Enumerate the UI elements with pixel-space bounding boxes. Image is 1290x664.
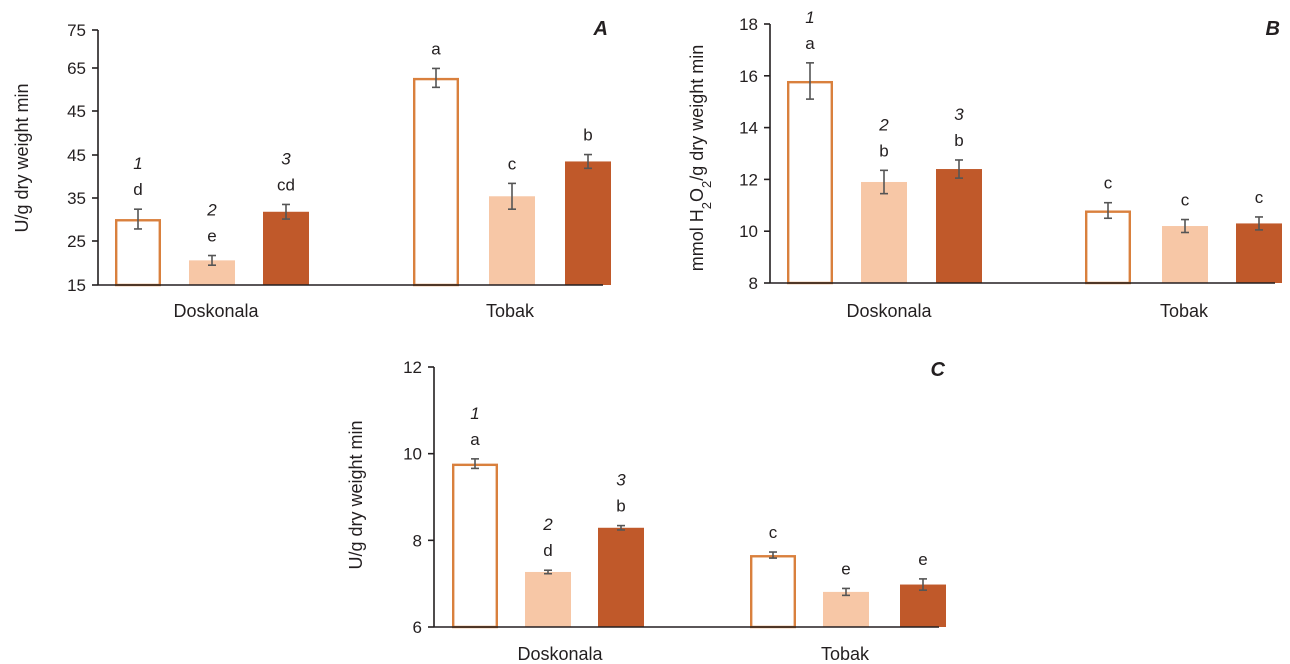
significance-label-a: cd bbox=[277, 175, 295, 194]
y-axis-label-a: U/g dry weight min bbox=[12, 83, 32, 232]
category-label-b: Tobak bbox=[1160, 301, 1209, 321]
bar-c bbox=[750, 555, 797, 629]
significance-label-b: c bbox=[1181, 191, 1190, 210]
bar-a bbox=[114, 219, 161, 287]
bar-b bbox=[787, 80, 834, 285]
bar-b bbox=[1236, 223, 1282, 283]
y-tick-label-b: 12 bbox=[739, 170, 758, 189]
bar-a bbox=[263, 211, 309, 285]
significance-label-b: a bbox=[805, 34, 815, 53]
y-tick-label-a: 45 bbox=[67, 146, 86, 165]
chart-panel-a: 15 25 35 45 45 65 75 U/g dry weight min A Doskona… bbox=[12, 18, 611, 321]
y-tick-label-b: 10 bbox=[739, 222, 758, 241]
bar-b bbox=[1162, 226, 1208, 283]
series-number-b: 1 bbox=[805, 8, 814, 27]
category-label-c: Tobak bbox=[821, 644, 870, 664]
significance-label-a: e bbox=[207, 227, 216, 246]
y-axis-label-part: 2 bbox=[699, 202, 714, 209]
y-tick-label-b: 8 bbox=[749, 274, 758, 293]
bar-c bbox=[823, 591, 869, 627]
y-tick-label-b: 16 bbox=[739, 67, 758, 86]
series-number-b: 2 bbox=[878, 115, 889, 134]
bar-b bbox=[1084, 210, 1131, 285]
y-tick-label-c: 8 bbox=[413, 531, 422, 550]
panel-letter-b: B bbox=[1266, 18, 1280, 40]
significance-label-c: e bbox=[918, 550, 927, 569]
significance-label-a: d bbox=[133, 180, 142, 199]
y-axis-label-b: mmol H2O2/g dry weight min bbox=[687, 45, 714, 272]
bar-a bbox=[413, 77, 460, 287]
y-tick-label-c: 12 bbox=[403, 358, 422, 377]
y-axis-label-part: O bbox=[687, 188, 707, 202]
panel-letter-a: A bbox=[593, 18, 608, 40]
series-number-b: 3 bbox=[954, 105, 964, 124]
significance-label-b: c bbox=[1104, 174, 1113, 193]
bar-b bbox=[936, 169, 982, 283]
category-label-b: Doskonala bbox=[846, 301, 932, 321]
significance-label-c: a bbox=[470, 430, 480, 449]
bar-c bbox=[452, 463, 499, 629]
y-tick-label-a: 15 bbox=[67, 276, 86, 295]
significance-label-c: b bbox=[616, 497, 625, 516]
bar-a bbox=[565, 161, 611, 285]
bar-a bbox=[489, 196, 535, 285]
y-axis-label-part: 2 bbox=[699, 181, 714, 188]
y-tick-label-b: 14 bbox=[739, 119, 758, 138]
significance-label-b: c bbox=[1255, 188, 1264, 207]
y-tick-label-a: 45 bbox=[67, 102, 86, 121]
significance-label-c: e bbox=[841, 559, 850, 578]
significance-label-c: c bbox=[769, 523, 778, 542]
y-tick-label-b: 18 bbox=[739, 15, 758, 34]
series-number-c: 3 bbox=[616, 471, 626, 490]
y-tick-label-c: 6 bbox=[413, 618, 422, 637]
category-label-a: Tobak bbox=[486, 301, 535, 321]
y-axis-label-part: /g dry weight min bbox=[687, 45, 707, 181]
y-tick-label-c: 10 bbox=[403, 445, 422, 464]
panel-letter-c: C bbox=[931, 359, 946, 381]
series-number-c: 1 bbox=[470, 404, 479, 423]
series-number-c: 2 bbox=[542, 515, 553, 534]
bar-c bbox=[598, 527, 644, 627]
significance-label-a: c bbox=[508, 154, 517, 173]
y-tick-label-a: 75 bbox=[67, 21, 86, 40]
y-axis-label-c: U/g dry weight min bbox=[346, 420, 366, 569]
significance-label-a: a bbox=[431, 39, 441, 58]
y-tick-label-a: 25 bbox=[67, 232, 86, 251]
significance-label-b: b bbox=[954, 131, 963, 150]
y-tick-label-a: 65 bbox=[67, 59, 86, 78]
series-number-a: 3 bbox=[281, 149, 291, 168]
y-axis-label-part: mmol H bbox=[687, 209, 707, 271]
significance-label-a: b bbox=[583, 126, 592, 145]
category-label-c: Doskonala bbox=[517, 644, 603, 664]
series-number-a: 1 bbox=[133, 154, 142, 173]
series-number-a: 2 bbox=[206, 201, 217, 220]
category-label-a: Doskonala bbox=[173, 301, 259, 321]
bar-c bbox=[900, 584, 946, 627]
y-tick-label-a: 35 bbox=[67, 189, 86, 208]
significance-label-b: b bbox=[879, 141, 888, 160]
significance-label-c: d bbox=[543, 541, 552, 560]
bar-c bbox=[525, 571, 571, 627]
bar-b bbox=[861, 181, 907, 283]
